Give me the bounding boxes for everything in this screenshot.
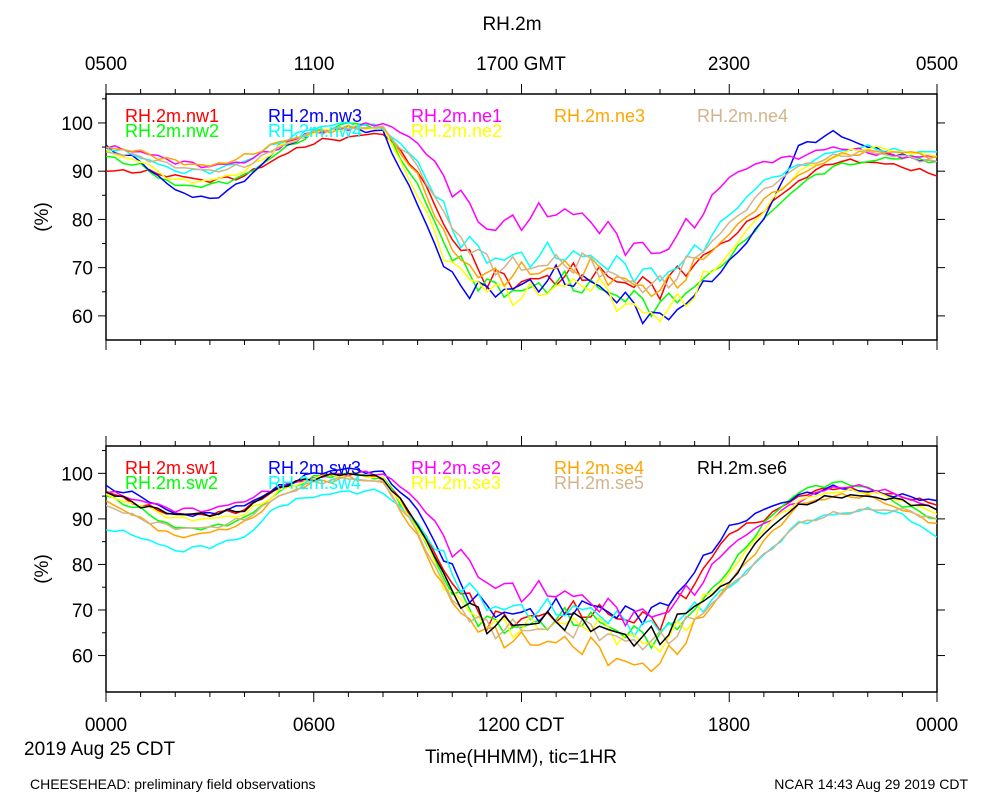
legend-entry: RH.2m.sw4 xyxy=(268,473,361,493)
series-line-rh-2m-sw2 xyxy=(106,472,937,650)
y-tick-label: 80 xyxy=(72,555,93,576)
series-line-rh-2m-se2 xyxy=(106,470,937,628)
series-line-rh-2m-nw1 xyxy=(106,132,937,302)
legend-entry: RH.2m.sw2 xyxy=(125,473,218,493)
bottom-axis-tick-label: 0600 xyxy=(293,715,335,736)
legend-entry: RH.2m.ne4 xyxy=(697,106,788,126)
series-line-rh-2m-se6 xyxy=(106,472,937,648)
bottom-axis-tick-label: 1800 xyxy=(708,715,750,736)
x-axis-label: Time(HHMM), tic=1HR xyxy=(425,747,617,768)
series-line-rh-2m-nw2 xyxy=(106,121,937,318)
date-label: 2019 Aug 25 CDT xyxy=(24,739,175,760)
y-tick-label: 70 xyxy=(72,601,93,622)
y-tick-label: 90 xyxy=(72,510,93,531)
legend-entry: RH.2m.se5 xyxy=(554,473,644,493)
series-line-rh-2m-sw3 xyxy=(106,467,937,626)
y-tick-label: 60 xyxy=(72,307,93,328)
legend-entry: RH.2m.nw2 xyxy=(125,121,219,141)
legend-entry: RH.2m.ne2 xyxy=(411,121,502,141)
series-line-rh-2m-nw4 xyxy=(106,121,937,284)
y-axis-label: (%) xyxy=(32,202,53,232)
bottom-axis-tick-label: 0000 xyxy=(916,715,958,736)
y-tick-label: 80 xyxy=(72,210,93,231)
top-axis-tick-label: 2300 xyxy=(708,54,750,75)
chart-title: RH.2m xyxy=(482,14,541,35)
footer-right: NCAR 14:43 Aug 29 2019 CDT xyxy=(774,776,968,792)
legend-entry: RH.2m.se3 xyxy=(411,473,501,493)
series-line-rh-2m-sw1 xyxy=(106,471,937,633)
bottom-axis-tick-label: 1200 CDT xyxy=(478,715,565,736)
top-axis-tick-label: 1100 xyxy=(294,54,335,75)
legend-entry: RH.2m.ne3 xyxy=(554,106,645,126)
y-tick-label: 100 xyxy=(61,114,93,135)
top-axis-tick-label: 1700 GMT xyxy=(476,54,566,75)
y-tick-label: 60 xyxy=(72,647,93,668)
plot-frame xyxy=(105,93,938,341)
y-axis-label: (%) xyxy=(32,554,53,584)
top-axis-tick-label: 0500 xyxy=(85,54,127,75)
y-tick-label: 90 xyxy=(72,162,93,183)
plot-frame xyxy=(105,445,938,693)
legend-entry: RH.2m.se4 xyxy=(554,458,644,478)
series-group xyxy=(106,121,937,325)
y-tick-label: 100 xyxy=(61,464,93,485)
top-axis-tick-label: 0500 xyxy=(916,54,958,75)
footer-left: CHEESEHEAD: preliminary field observatio… xyxy=(30,776,316,792)
legend-entry: RH.2m.sw3 xyxy=(268,458,361,478)
legend-entry: RH.2m.nw4 xyxy=(268,121,362,141)
bottom-axis-tick-label: 0000 xyxy=(85,715,127,736)
series-line-rh-2m-se5 xyxy=(106,476,937,651)
series-line-rh-2m-nw3 xyxy=(106,126,937,325)
legend-entry: RH.2m.nw1 xyxy=(125,106,219,126)
series-line-rh-2m-se4 xyxy=(106,474,937,673)
legend-entry: RH.2m.nw3 xyxy=(268,106,362,126)
legend-entry: RH.2m.se6 xyxy=(697,458,787,478)
series-line-rh-2m-ne3 xyxy=(106,124,937,298)
series-group xyxy=(106,467,937,673)
series-line-rh-2m-ne4 xyxy=(106,125,937,294)
legend-entry: RH.2m.se2 xyxy=(411,458,501,478)
series-line-rh-2m-sw4 xyxy=(106,488,937,638)
series-line-rh-2m-ne1 xyxy=(106,122,937,257)
legend-entry: RH.2m.sw1 xyxy=(125,458,218,478)
y-tick-label: 70 xyxy=(72,259,93,280)
series-line-rh-2m-ne2 xyxy=(106,124,937,323)
legend-entry: RH.2m.ne1 xyxy=(411,106,502,126)
